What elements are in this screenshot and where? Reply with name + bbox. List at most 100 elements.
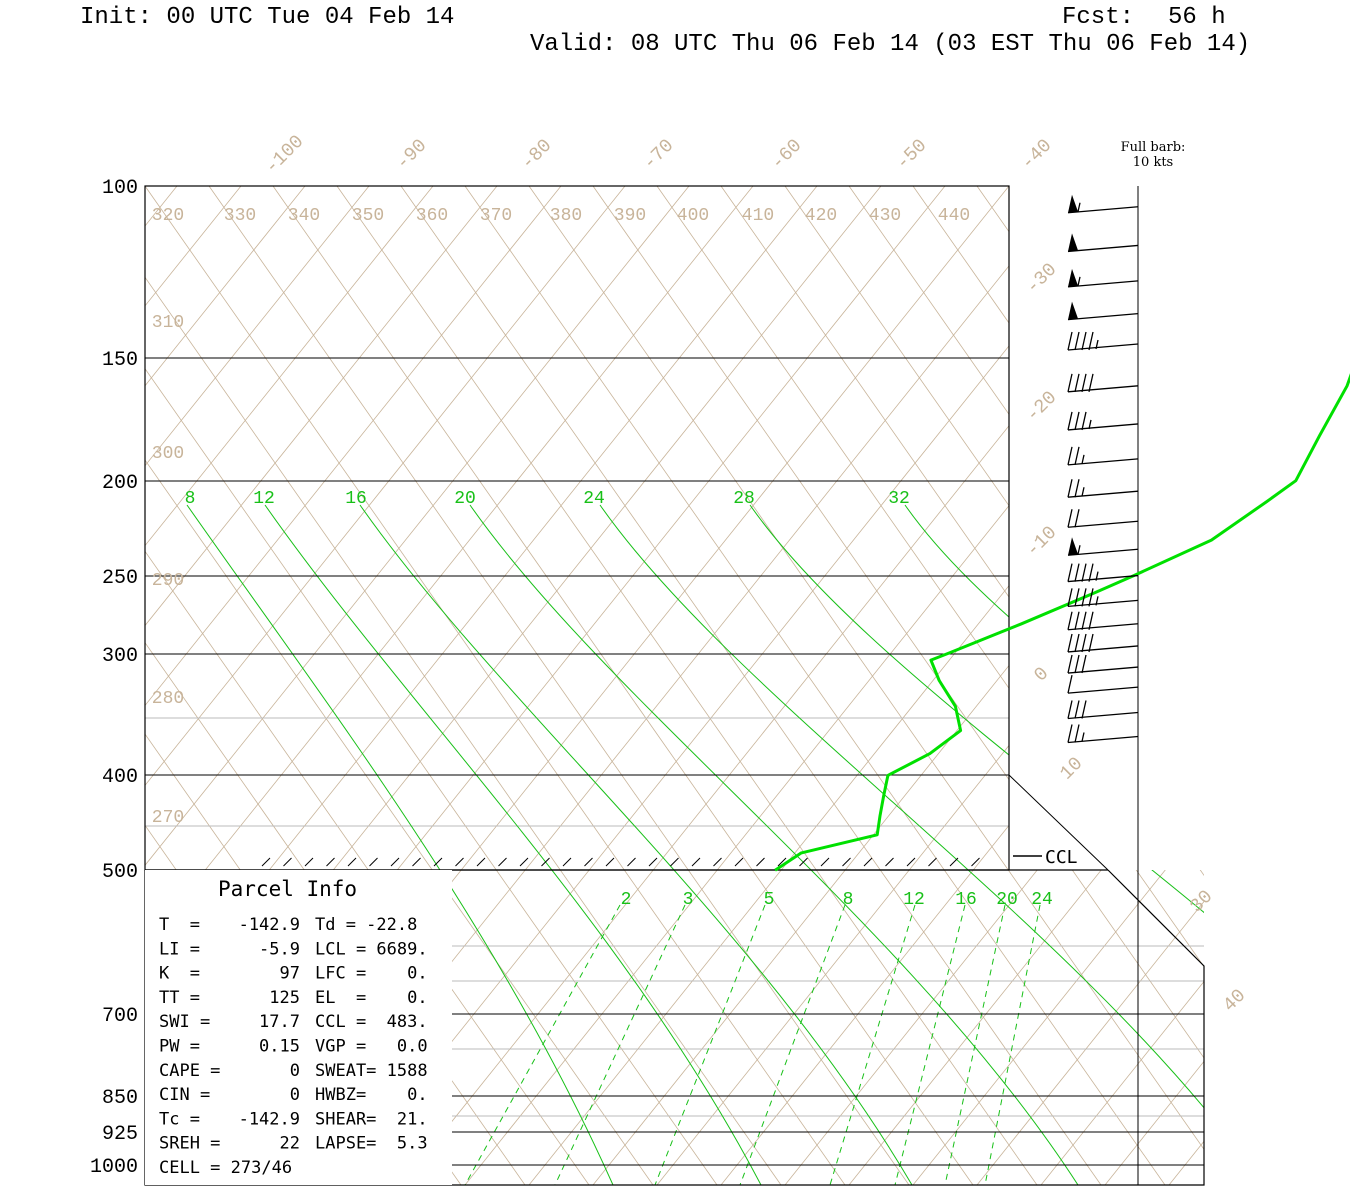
barb-full xyxy=(1067,446,1073,466)
barb-staff xyxy=(1067,280,1139,288)
mixing-ratio-line xyxy=(554,904,686,1185)
isotherm-line xyxy=(268,186,818,870)
theta-e-label: 24 xyxy=(583,489,605,509)
parcel-row-value: 0 xyxy=(290,1085,300,1105)
barb-staff xyxy=(1067,206,1139,214)
barb-full xyxy=(1088,563,1094,582)
isotherm-line xyxy=(452,870,654,1122)
dry-adiabat-line xyxy=(656,186,1009,690)
theta-label: 320 xyxy=(152,206,184,226)
moist-adiabat xyxy=(359,504,675,870)
wind-barbs xyxy=(1067,194,1139,744)
wind-barb xyxy=(1067,563,1139,583)
isotherm-line xyxy=(912,870,1166,1185)
isotherm-line xyxy=(1297,186,1350,1185)
barb-full xyxy=(1074,633,1080,653)
theta-e-label: 16 xyxy=(345,489,367,509)
barb-full xyxy=(1067,588,1073,607)
theta-label: 390 xyxy=(614,206,646,226)
barb-legend-line1: Full barb: xyxy=(1121,140,1186,155)
dry-adiabat-line xyxy=(849,186,1350,1185)
barb-full xyxy=(1088,373,1094,392)
theta-label: 310 xyxy=(152,313,184,333)
hatch-mark xyxy=(713,857,722,867)
wind-barb xyxy=(1067,301,1139,321)
barb-full xyxy=(1074,331,1080,351)
dry-adiabat-line xyxy=(145,276,561,870)
wind-barb xyxy=(1067,588,1139,608)
barb-staff xyxy=(1067,686,1139,694)
parcel-row-label: PW = xyxy=(159,1037,200,1057)
moist-adiabat xyxy=(469,504,812,870)
isotherm-line xyxy=(396,186,946,870)
hatch-mark xyxy=(885,857,894,867)
pressure-label: 400 xyxy=(102,766,138,789)
mixing-ratio-label: 24 xyxy=(1031,890,1053,910)
mixing-ratio-label: 8 xyxy=(843,890,854,910)
dry-adiabat-line xyxy=(1233,186,1350,1185)
barb-staff xyxy=(1067,385,1139,393)
parcel-row-label: Tc = xyxy=(159,1109,200,1129)
isotherm-line xyxy=(145,186,306,387)
dry-adiabat-line xyxy=(495,870,718,1185)
barb-full xyxy=(1074,611,1080,630)
barb-full xyxy=(1074,563,1080,582)
dry-adiabat-line xyxy=(751,870,974,1185)
barb-half xyxy=(1095,596,1099,606)
wind-barb xyxy=(1067,509,1139,528)
theta-label: 340 xyxy=(288,206,320,226)
barb-staff xyxy=(1067,735,1139,744)
parcel-row-label: K = xyxy=(159,964,200,984)
barb-staff xyxy=(1067,423,1139,431)
isotherm-line xyxy=(460,186,1009,870)
barb-full xyxy=(1067,654,1073,674)
barb-full xyxy=(1067,633,1073,653)
wind-barb xyxy=(1067,479,1139,498)
dry-adiabat-line xyxy=(687,870,910,1185)
isotherm-label: 10 xyxy=(1056,753,1088,785)
barb-full xyxy=(1067,674,1073,694)
barb-full xyxy=(1081,373,1087,392)
wind-barb xyxy=(1067,537,1139,556)
parcel-row-value: 125 xyxy=(269,988,300,1008)
isotherm-line xyxy=(848,870,1102,1185)
barb-full xyxy=(1081,411,1087,431)
barb-pennant xyxy=(1068,194,1078,213)
forecast-label: Fcst: xyxy=(1062,4,1135,31)
theta-e-label: 20 xyxy=(454,489,476,509)
hatch-mark xyxy=(820,857,830,867)
isotherm-line xyxy=(716,505,1009,870)
hatch-mark xyxy=(433,857,443,867)
isotherm-line xyxy=(652,425,1009,870)
mixing-ratio-line xyxy=(984,904,1041,1185)
theta-label: 350 xyxy=(352,206,384,226)
valid-time: Valid: 08 UTC Thu 06 Feb 14 (03 EST Thu … xyxy=(530,31,1251,58)
hatch-mark xyxy=(562,857,572,867)
parcel-row-right: SWEAT= 1588 xyxy=(315,1061,428,1081)
isotherm-line xyxy=(849,186,1350,1185)
theta-label: 380 xyxy=(550,206,582,226)
theta-e-label: 8 xyxy=(185,489,196,509)
theta-label: 290 xyxy=(152,571,184,591)
dry-adiabat-line xyxy=(784,186,1009,507)
isotherm-line xyxy=(145,186,690,866)
barb-legend-line2: 10 kts xyxy=(1133,155,1173,170)
barb-pennant xyxy=(1068,301,1078,320)
wind-barb xyxy=(1067,268,1139,288)
parcel-row-right: LCL = 6689. xyxy=(315,939,428,959)
barb-full xyxy=(1074,479,1080,498)
moist-adiabat xyxy=(810,870,1079,1185)
parcel-row-right: LFC = 0. xyxy=(315,964,428,984)
hatch-mark xyxy=(541,857,550,867)
dry-adiabat-line xyxy=(1041,186,1350,1185)
wind-barb xyxy=(1067,674,1139,694)
dry-adiabat-line xyxy=(879,870,1102,1185)
moist-adiabat xyxy=(673,870,913,1185)
isotherm-label: -70 xyxy=(639,135,679,175)
isotherm-line xyxy=(1168,1140,1204,1185)
isotherm-line xyxy=(452,870,590,1043)
hatch-mark xyxy=(842,857,851,867)
mixing-ratio-label: 12 xyxy=(903,890,925,910)
barb-full xyxy=(1081,700,1087,719)
isotherm-line xyxy=(332,186,882,870)
